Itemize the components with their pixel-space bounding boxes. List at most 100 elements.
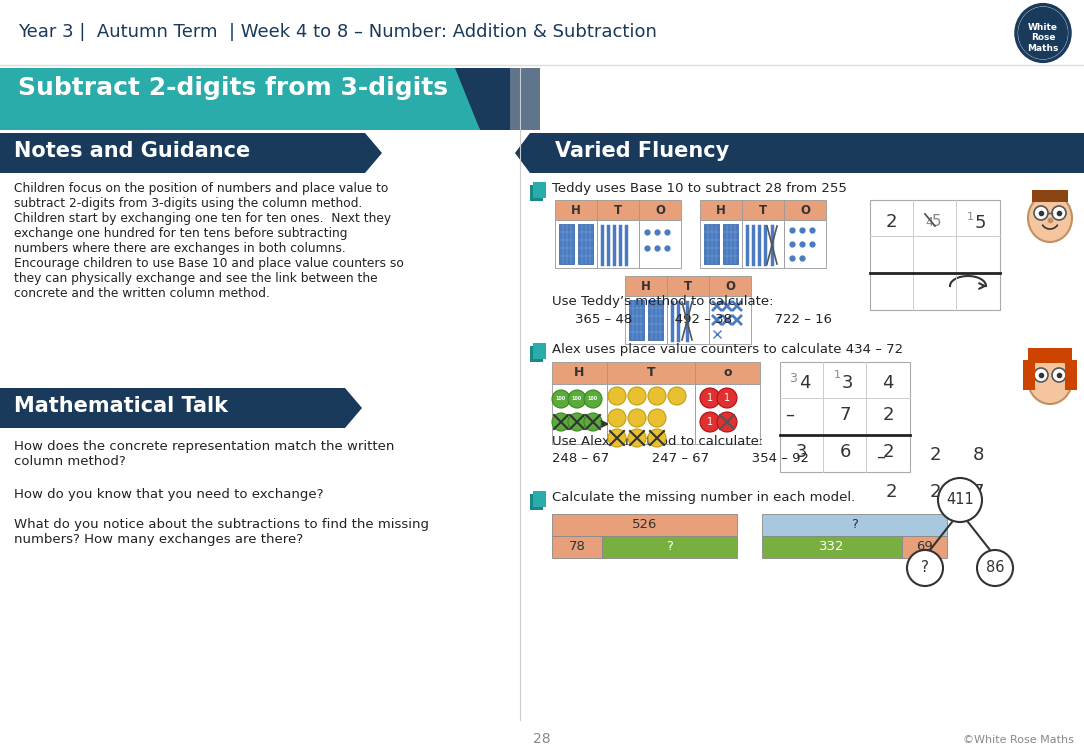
Text: Varied Fluency: Varied Fluency	[555, 141, 730, 161]
Bar	[530, 494, 543, 510]
Circle shape	[648, 429, 666, 447]
Text: H: H	[571, 203, 581, 217]
Text: 2: 2	[886, 483, 896, 501]
Text: 3: 3	[796, 443, 806, 461]
Bar	[552, 514, 737, 536]
Text: What do you notice about the subtractions to find the missing
numbers? How many : What do you notice about the subtraction…	[14, 518, 429, 546]
Bar	[1028, 348, 1072, 363]
Bar	[700, 200, 743, 220]
Text: O: O	[655, 203, 664, 217]
Text: T: T	[614, 203, 622, 217]
Circle shape	[568, 413, 586, 431]
Bar	[530, 133, 1084, 173]
Bar	[780, 362, 909, 472]
Bar	[648, 300, 663, 340]
Text: 6: 6	[839, 443, 851, 461]
Bar	[762, 514, 947, 536]
Text: –: –	[876, 448, 885, 466]
Circle shape	[552, 413, 570, 431]
Circle shape	[628, 387, 646, 405]
Text: 411: 411	[946, 493, 973, 508]
Bar	[533, 491, 546, 507]
Bar	[597, 200, 638, 220]
Bar	[667, 276, 709, 296]
Circle shape	[648, 409, 666, 427]
Bar	[597, 220, 638, 268]
Text: 100: 100	[556, 397, 566, 401]
Text: ?: ?	[666, 541, 673, 554]
Bar	[638, 200, 681, 220]
Text: 86: 86	[985, 560, 1004, 575]
Ellipse shape	[1028, 356, 1072, 404]
Bar	[870, 200, 1001, 310]
Text: Mathematical Talk: Mathematical Talk	[14, 396, 228, 416]
Bar	[1064, 360, 1077, 390]
Text: 100: 100	[572, 397, 582, 401]
Bar	[607, 362, 695, 384]
Text: O: O	[800, 203, 810, 217]
Circle shape	[1034, 206, 1048, 220]
Text: 1: 1	[707, 417, 713, 427]
Text: 69: 69	[916, 541, 933, 554]
Text: 2: 2	[882, 443, 893, 461]
Text: O: O	[725, 280, 735, 292]
Bar	[704, 224, 719, 264]
Text: Alex uses place value counters to calculate 434 – 72: Alex uses place value counters to calcul…	[552, 343, 903, 356]
Circle shape	[608, 429, 625, 447]
Polygon shape	[515, 133, 555, 173]
Circle shape	[628, 429, 646, 447]
Circle shape	[552, 390, 570, 408]
Bar	[700, 220, 743, 268]
Polygon shape	[0, 133, 382, 173]
Bar	[555, 220, 597, 268]
Text: 365 – 48          492 – 38          722 – 16: 365 – 48 492 – 38 722 – 16	[575, 313, 833, 326]
Bar	[552, 362, 607, 384]
Text: T: T	[759, 203, 767, 217]
Circle shape	[608, 387, 625, 405]
Text: Teddy uses Base 10 to subtract 28 from 255: Teddy uses Base 10 to subtract 28 from 2…	[552, 182, 847, 195]
Text: How does the concrete representation match the written
column method?: How does the concrete representation mat…	[14, 440, 395, 468]
Ellipse shape	[1016, 4, 1070, 62]
Text: 1: 1	[834, 370, 840, 380]
Bar	[552, 536, 602, 558]
Bar	[1023, 360, 1035, 390]
Text: 4: 4	[882, 374, 893, 392]
Bar	[607, 384, 695, 444]
Text: 5: 5	[932, 214, 942, 229]
Bar	[784, 200, 826, 220]
Text: T: T	[647, 367, 656, 380]
Text: –: –	[785, 406, 793, 424]
Text: H: H	[717, 203, 726, 217]
Polygon shape	[0, 68, 480, 130]
Bar	[578, 224, 593, 264]
Text: 4: 4	[799, 374, 811, 392]
Text: ?: ?	[921, 560, 929, 575]
Text: Year 3 |  Autumn Term  | Week 4 to 8 – Number: Addition & Subtraction: Year 3 | Autumn Term | Week 4 to 8 – Num…	[18, 23, 657, 41]
Ellipse shape	[1028, 194, 1072, 242]
Bar	[723, 224, 738, 264]
Bar	[667, 296, 709, 344]
Circle shape	[717, 412, 737, 432]
Bar	[695, 384, 760, 444]
Bar	[743, 220, 784, 268]
Text: Notes and Guidance: Notes and Guidance	[14, 141, 250, 161]
Bar	[762, 536, 902, 558]
Text: Calculate the missing number in each model.: Calculate the missing number in each mod…	[552, 491, 855, 504]
Circle shape	[584, 390, 602, 408]
Text: o: o	[723, 367, 732, 380]
Bar	[1032, 190, 1068, 202]
Text: ?: ?	[851, 518, 857, 532]
Text: 78: 78	[569, 541, 585, 554]
Bar	[638, 220, 681, 268]
Bar	[629, 300, 644, 340]
Text: H: H	[575, 367, 584, 380]
Polygon shape	[455, 68, 509, 130]
Circle shape	[907, 550, 943, 586]
Circle shape	[1051, 368, 1066, 382]
Circle shape	[628, 409, 646, 427]
Text: H: H	[641, 280, 650, 292]
Bar	[709, 276, 751, 296]
Circle shape	[1034, 368, 1048, 382]
Text: 2: 2	[929, 446, 941, 464]
Circle shape	[608, 409, 625, 427]
